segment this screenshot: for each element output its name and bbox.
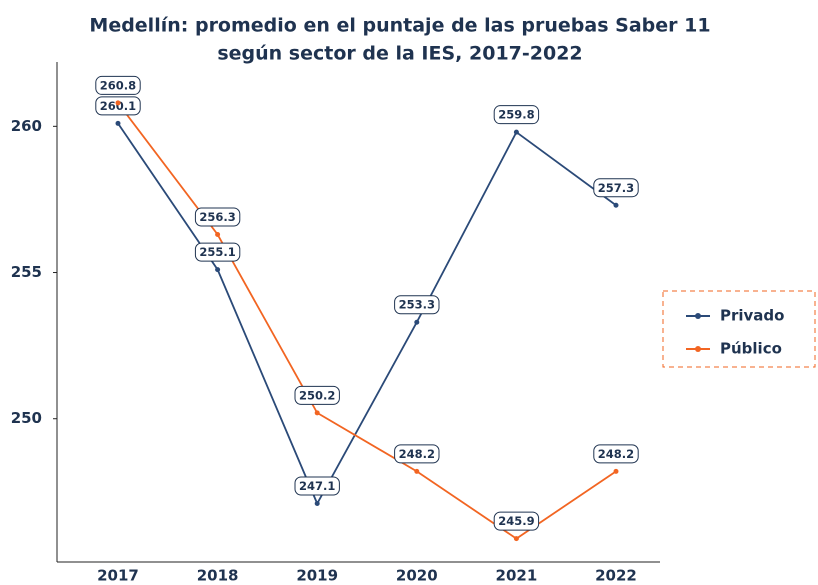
x-tick-label: 2019 — [296, 567, 338, 585]
point — [613, 468, 619, 474]
value-label-box — [394, 444, 440, 464]
value-label-box — [194, 207, 241, 227]
value-label-box — [294, 385, 340, 405]
legend-label: Privado — [720, 307, 784, 325]
value-label-box — [493, 511, 540, 531]
value-label: 247.1 — [299, 479, 335, 493]
point — [215, 267, 221, 273]
y-tick-label: 255 — [11, 263, 42, 281]
value-label: 245.9 — [498, 514, 534, 528]
value-label: 253.3 — [399, 298, 435, 312]
value-label-box — [593, 178, 639, 198]
value-label-box — [95, 96, 141, 116]
series-line — [117, 102, 617, 540]
value-label-box — [194, 242, 241, 262]
chart-title: Medellín: promedio en el puntaje de las … — [89, 15, 710, 37]
point — [513, 129, 519, 135]
x-tick-label: 2020 — [396, 567, 438, 585]
point — [613, 202, 619, 208]
value-label: 256.3 — [199, 210, 235, 224]
y-tick-label: 250 — [11, 409, 42, 427]
legend-box — [662, 290, 816, 368]
y-tick-label: 260 — [11, 117, 42, 135]
point — [115, 100, 121, 106]
x-tick-label: 2018 — [197, 567, 239, 585]
value-label-box — [294, 476, 340, 496]
legend-swatch — [695, 313, 701, 319]
value-label: 260.1 — [100, 99, 136, 113]
point — [115, 120, 121, 126]
value-label-box — [394, 295, 440, 315]
value-label-box — [593, 444, 639, 464]
value-label: 259.8 — [498, 108, 534, 122]
value-label-box — [493, 105, 540, 125]
chart-title: según sector de la IES, 2017-2022 — [217, 43, 582, 65]
value-label: 257.3 — [598, 181, 634, 195]
value-label: 260.8 — [100, 78, 136, 92]
point — [414, 319, 420, 325]
value-label: 248.2 — [598, 447, 634, 461]
value-label: 255.1 — [199, 245, 235, 259]
value-label-box — [95, 75, 141, 95]
series-line — [117, 122, 617, 506]
legend-label: Público — [720, 340, 782, 358]
point — [314, 410, 320, 416]
point — [314, 501, 320, 507]
point — [414, 468, 420, 474]
point — [215, 232, 221, 238]
legend-swatch — [695, 346, 701, 352]
value-label: 248.2 — [399, 447, 435, 461]
x-tick-label: 2022 — [595, 567, 637, 585]
value-label: 250.2 — [299, 388, 335, 402]
x-tick-label: 2017 — [97, 567, 139, 585]
x-tick-label: 2021 — [496, 567, 538, 585]
point — [513, 536, 519, 542]
